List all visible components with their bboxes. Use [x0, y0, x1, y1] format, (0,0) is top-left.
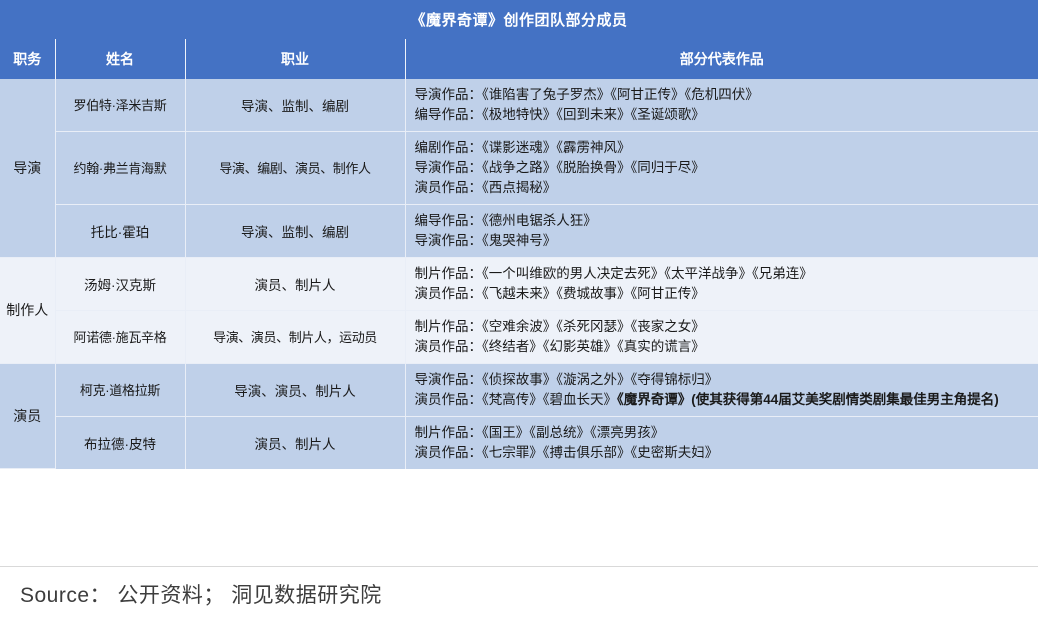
member-name-cell: 托比·霍珀 — [55, 204, 186, 258]
profession-cell: 导演、监制、编剧 — [185, 204, 406, 258]
works-line: 导演作品：《鬼哭神号》 — [415, 231, 1031, 251]
source-note: Source： 公开资料； 洞见数据研究院 — [20, 583, 382, 607]
works-line-text: 《鬼哭神号》 — [482, 232, 557, 248]
works-line-label: 演员作品： — [414, 338, 483, 354]
table-row: 阿诺德·施瓦辛格 导演、演员、制片人，运动员 制片作品：《空难余波》《杀死冈瑟》《丧… — [0, 310, 1038, 364]
works-line-label: 制片作品： — [414, 318, 483, 334]
works-line: 导演作品：《战争之路》《脱胎换骨》《同归于尽》 — [415, 158, 1031, 178]
column-header-role: 职务 — [0, 39, 56, 79]
works-cell: 制片作品：《空难余波》《杀死冈瑟》《丧家之女》 演员作品：《终结者》《幻影英雄》《… — [405, 310, 1038, 364]
works-line-label: 演员作品： — [414, 179, 483, 195]
table-row: 约翰·弗兰肯海默 导演、编剧、演员、制作人 编剧作品：《谍影迷魂》《霹雳神风》 导演作… — [0, 131, 1038, 205]
works-line-text: 《终结者》《幻影英雄》《真实的谎言》 — [482, 338, 705, 354]
works-line-text: 《西点揭秘》 — [482, 179, 557, 195]
works-line-text: 《侦探故事》《漩涡之外》《夺得锦标归》 — [482, 371, 719, 387]
works-line: 编剧作品：《谍影迷魂》《霹雳神风》 — [415, 138, 1031, 158]
works-line-label: 演员作品： — [414, 391, 483, 407]
column-header-name: 姓名 — [55, 39, 186, 79]
table-row: 布拉德·皮特 演员、制片人 制片作品：《国王》《副总统》《漂亮男孩》 演员作品：《七宗… — [0, 416, 1038, 469]
works-cell: 导演作品：《谁陷害了兔子罗杰》《阿甘正传》《危机四伏》 编导作品：《极地特快》《回… — [405, 79, 1038, 132]
table-body: 导演 罗伯特·泽米吉斯 导演、监制、编剧 导演作品：《谁陷害了兔子罗杰》《阿甘正传》《… — [0, 79, 1038, 470]
column-header-works: 部分代表作品 — [405, 39, 1038, 79]
profession-cell: 导演、编剧、演员、制作人 — [185, 131, 406, 205]
works-line: 导演作品：《谁陷害了兔子罗杰》《阿甘正传》《危机四伏》 — [415, 85, 1031, 105]
works-line: 制片作品：《一个叫维欧的男人决定去死》《太平洋战争》《兄弟连》 — [415, 264, 1031, 284]
works-line-text: 《谁陷害了兔子罗杰》《阿甘正传》《危机四伏》 — [482, 87, 759, 102]
works-line: 演员作品：《终结者》《幻影英雄》《真实的谎言》 — [415, 337, 1031, 357]
works-line: 演员作品：《梵高传》《碧血长天》《魔界奇谭》(使其获得第44届艾美奖剧情类剧集最… — [415, 390, 1031, 410]
works-line-label: 编导作品： — [414, 212, 483, 228]
table-row: 演员 柯克·道格拉斯 导演、演员、制片人 导演作品：《侦探故事》《漩涡之外》《夺得锦标… — [0, 363, 1038, 470]
role-cell: 制作人 — [0, 257, 56, 364]
profession-cell: 导演、监制、编剧 — [185, 79, 406, 132]
works-line-label: 演员作品： — [414, 285, 483, 301]
team-table: 职务 姓名 职业 部分代表作品 导演 罗伯特·泽米吉斯 导演、监制、编剧 导演作品：《… — [0, 39, 1038, 470]
works-cell: 制片作品：《一个叫维欧的男人决定去死》《太平洋战争》《兄弟连》 演员作品：《飞越未… — [405, 257, 1038, 311]
member-name-cell: 汤姆·汉克斯 — [55, 257, 186, 311]
works-line-text: 《极地特快》《回到未来》《圣诞颂歌》 — [482, 106, 705, 122]
table-header: 职务 姓名 职业 部分代表作品 — [0, 39, 1038, 79]
works-line: 制片作品：《国王》《副总统》《漂亮男孩》 — [415, 423, 1031, 443]
works-line-text: 《空难余波》《杀死冈瑟》《丧家之女》 — [482, 318, 705, 334]
role-cell: 演员 — [0, 363, 56, 470]
works-line-label: 导演作品： — [414, 371, 483, 387]
works-line-text: 《梵高传》《碧血长天》 — [482, 391, 617, 407]
works-line: 导演作品：《侦探故事》《漩涡之外》《夺得锦标归》 — [415, 370, 1031, 390]
column-header-job: 职业 — [185, 39, 406, 79]
works-line-text: 《飞越未来》《费城故事》《阿甘正传》 — [482, 285, 705, 301]
works-line-label: 导演作品： — [414, 87, 483, 102]
works-line: 编导作品：《德州电锯杀人狂》 — [415, 211, 1031, 231]
works-line: 演员作品：《七宗罪》《搏击俱乐部》《史密斯夫妇》 — [415, 443, 1031, 463]
role-cell: 导演 — [0, 79, 56, 258]
figure-footer: Source： 公开资料； 洞见数据研究院 — [0, 566, 1038, 620]
profession-cell: 导演、演员、制片人，运动员 — [185, 310, 406, 364]
works-cell: 制片作品：《国王》《副总统》《漂亮男孩》 演员作品：《七宗罪》《搏击俱乐部》《史密… — [405, 416, 1038, 469]
works-line-text: 《一个叫维欧的男人决定去死》《太平洋战争》《兄弟连》 — [482, 265, 813, 281]
table-row: 导演 罗伯特·泽米吉斯 导演、监制、编剧 导演作品：《谁陷害了兔子罗杰》《阿甘正传》《… — [0, 79, 1038, 258]
works-line-text: 《国王》《副总统》《漂亮男孩》 — [482, 424, 665, 440]
profession-cell: 导演、演员、制片人 — [185, 363, 406, 417]
works-cell: 编导作品：《德州电锯杀人狂》 导演作品：《鬼哭神号》 — [405, 204, 1038, 258]
figure-title-text: 《魔界奇谭》创作团队部分成员 — [410, 12, 628, 29]
profession-cell: 演员、制片人 — [185, 257, 406, 311]
works-line: 演员作品：《飞越未来》《费城故事》《阿甘正传》 — [415, 284, 1031, 304]
member-name-cell: 罗伯特·泽米吉斯 — [55, 79, 186, 132]
works-line-text: 《谍影迷魂》《霹雳神风》 — [482, 139, 631, 155]
works-line-label: 制片作品： — [414, 424, 483, 440]
member-name-cell: 阿诺德·施瓦辛格 — [55, 310, 186, 364]
works-line-label: 导演作品： — [414, 159, 483, 175]
works-line-text: 《七宗罪》《搏击俱乐部》《史密斯夫妇》 — [482, 444, 719, 460]
table-row: 托比·霍珀 导演、监制、编剧 编导作品：《德州电锯杀人狂》 导演作品：《鬼哭神号》 — [0, 204, 1038, 258]
works-line-label: 编剧作品： — [414, 139, 483, 155]
works-line-highlight: 《魔界奇谭》(使其获得第44届艾美奖剧情类剧集最佳男主角提名) — [617, 391, 999, 407]
works-line-label: 演员作品： — [414, 444, 483, 460]
header-row: 职务 姓名 职业 部分代表作品 — [0, 39, 1038, 79]
works-line: 制片作品：《空难余波》《杀死冈瑟》《丧家之女》 — [415, 317, 1031, 337]
figure-title: 《魔界奇谭》创作团队部分成员 — [0, 0, 1038, 39]
member-name-cell: 布拉德·皮特 — [55, 416, 186, 469]
works-line-label: 导演作品： — [414, 232, 483, 248]
member-name-cell: 柯克·道格拉斯 — [55, 363, 186, 417]
profession-cell: 演员、制片人 — [185, 416, 406, 469]
works-cell: 导演作品：《侦探故事》《漩涡之外》《夺得锦标归》 演员作品：《梵高传》《碧血长天》… — [405, 363, 1038, 417]
works-line: 演员作品：《西点揭秘》 — [415, 178, 1031, 198]
works-cell: 编剧作品：《谍影迷魂》《霹雳神风》 导演作品：《战争之路》《脱胎换骨》《同归于尽》… — [405, 131, 1038, 205]
works-line-label: 制片作品： — [414, 265, 483, 281]
table-row: 制作人 汤姆·汉克斯 演员、制片人 制片作品：《一个叫维欧的男人决定去死》《太平洋战争… — [0, 257, 1038, 364]
member-name-cell: 约翰·弗兰肯海默 — [55, 131, 186, 205]
works-line-text: 《战争之路》《脱胎换骨》《同归于尽》 — [482, 159, 705, 175]
works-line-text: 《德州电锯杀人狂》 — [482, 212, 597, 228]
works-line-label: 编导作品： — [414, 106, 483, 122]
works-line: 编导作品：《极地特快》《回到未来》《圣诞颂歌》 — [415, 105, 1031, 125]
